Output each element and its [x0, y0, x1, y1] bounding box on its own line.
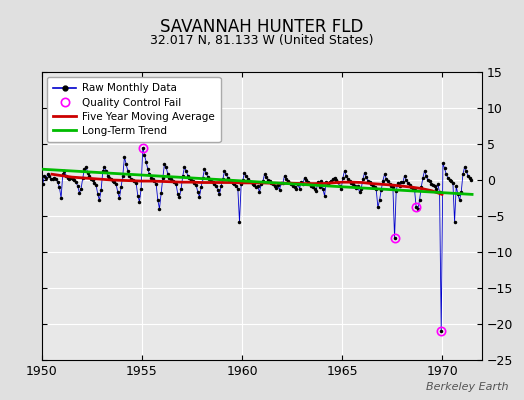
Legend: Raw Monthly Data, Quality Control Fail, Five Year Moving Average, Long-Term Tren: Raw Monthly Data, Quality Control Fail, … [47, 77, 221, 142]
Text: SAVANNAH HUNTER FLD: SAVANNAH HUNTER FLD [160, 18, 364, 36]
Text: Berkeley Earth: Berkeley Earth [426, 382, 508, 392]
Text: 32.017 N, 81.133 W (United States): 32.017 N, 81.133 W (United States) [150, 34, 374, 47]
